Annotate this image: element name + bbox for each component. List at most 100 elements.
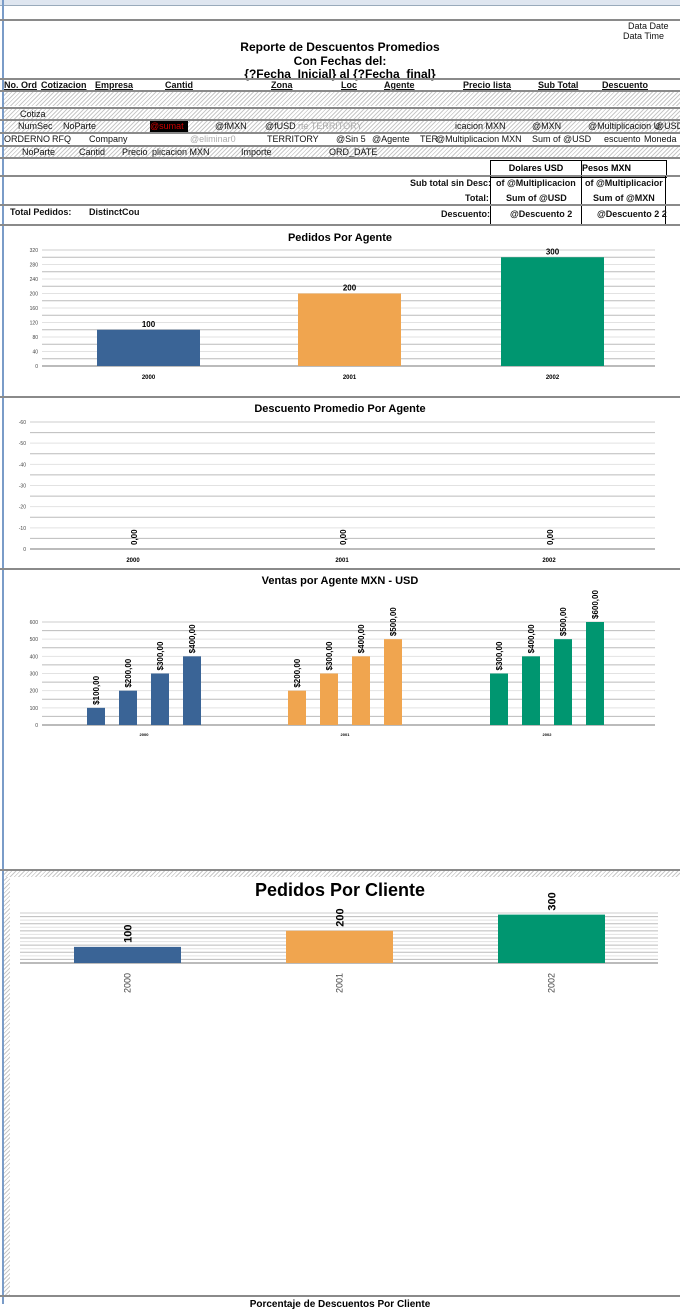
- report-field[interactable]: No. Ord: [4, 80, 37, 90]
- report-field[interactable]: icacion MXN: [455, 121, 506, 131]
- descuento-usd-field[interactable]: @Descuento 2: [510, 209, 573, 219]
- report-field[interactable]: ORD_DATE: [329, 147, 378, 157]
- report-field[interactable]: Sub Total: [538, 80, 579, 90]
- total-pedidos-label[interactable]: Total Pedidos:: [10, 207, 72, 217]
- report-field[interactable]: TERRITORY: [267, 134, 319, 144]
- report-field[interactable]: @Multiplicacion U: [588, 121, 661, 131]
- descuento-label[interactable]: Descuento:: [441, 209, 491, 219]
- report-field[interactable]: RFQ: [52, 134, 71, 144]
- section-divider: [0, 132, 680, 134]
- report-field[interactable]: ORDERNO: [4, 134, 51, 144]
- report-field[interactable]: NumSec: [18, 121, 53, 131]
- report-field[interactable]: escuento: [604, 134, 641, 144]
- report-field[interactable]: @fUSD: [265, 121, 296, 131]
- section-divider: [0, 157, 680, 159]
- report-subtitle[interactable]: Con Fechas del:: [293, 54, 387, 68]
- subtotal-mxn-field[interactable]: of @Multiplicacior: [585, 178, 663, 188]
- section-divider: [0, 78, 680, 80]
- section-divider: [0, 19, 680, 21]
- data-label: 100: [123, 925, 135, 943]
- chart-ventas-por-agente[interactable]: Ventas por Agente MXN - USD 0 100 200 300 400…: [0, 570, 680, 868]
- subtotal-label[interactable]: Sub total sin Desc:: [410, 178, 492, 188]
- data-label: 200: [343, 284, 357, 293]
- mxn-column-header[interactable]: Pesos MXN: [581, 160, 667, 178]
- data-time-field[interactable]: Data Time: [623, 31, 665, 41]
- cotiza-field[interactable]: Cotiza: [20, 109, 46, 119]
- total-pedidos-field[interactable]: DistinctCou: [89, 207, 140, 217]
- y-tick-label: 280: [30, 263, 39, 269]
- box-line: [665, 176, 666, 224]
- descuento-mxn-field[interactable]: @Descuento 2 2: [597, 209, 667, 219]
- report-field[interactable]: Precio: [122, 147, 148, 157]
- section-divider: [0, 869, 680, 871]
- subtotal-usd-field[interactable]: of @Multiplicacion: [496, 178, 576, 188]
- y-tick-label: -60: [19, 420, 26, 426]
- report-field[interactable]: @MXN: [532, 121, 562, 131]
- category-label: 2000: [142, 375, 156, 381]
- report-field[interactable]: Loc: [341, 80, 358, 90]
- y-tick-label: -20: [19, 505, 26, 511]
- report-field[interactable]: @Multiplicacion MXN: [436, 134, 522, 144]
- report-field[interactable]: Precio lista: [463, 80, 512, 90]
- detail-section-1: [4, 121, 680, 132]
- report-field[interactable]: @fMXN: [215, 121, 247, 131]
- suppressed-section: [4, 871, 680, 877]
- data-date-field[interactable]: Data Date: [628, 21, 669, 31]
- report-field[interactable]: @eliminar0: [190, 134, 236, 144]
- report-field[interactable]: NoParte: [22, 147, 56, 157]
- report-field[interactable]: @Sin 5: [336, 134, 366, 144]
- y-tick-label: 240: [30, 277, 39, 283]
- report-field[interactable]: Company: [89, 134, 128, 144]
- report-field[interactable]: rte TERRITORY: [298, 121, 363, 131]
- chart-title: Ventas por Agente MXN - USD: [262, 575, 419, 587]
- y-tick-label: 400: [30, 654, 39, 660]
- data-label: 300: [547, 892, 559, 910]
- chart-pedidos-por-cliente[interactable]: Pedidos Por Cliente 100 2000 200 2001 300 2002: [0, 878, 680, 1294]
- report-field[interactable]: @Agente: [372, 134, 410, 144]
- category-label: 2002: [547, 973, 557, 993]
- bar: [286, 930, 393, 963]
- total-usd-field[interactable]: Sum of @USD: [506, 193, 567, 203]
- report-field[interactable]: Cotizacion: [41, 80, 87, 90]
- y-tick-label: 500: [30, 637, 39, 643]
- total-label[interactable]: Total:: [465, 193, 489, 203]
- y-tick-label: 160: [30, 306, 39, 312]
- bar: [183, 656, 201, 725]
- report-field[interactable]: Sum of @USD: [532, 134, 592, 144]
- report-field[interactable]: @USD: [655, 121, 680, 131]
- report-field[interactable]: Cantid: [79, 147, 106, 157]
- chart-title: Pedidos Por Agente: [288, 232, 392, 244]
- report-field[interactable]: Agente: [384, 80, 415, 90]
- chart-pedidos-por-agente[interactable]: Pedidos Por Agente 0 40 80 120 160 200 240 280 32…: [0, 226, 680, 396]
- data-label: 100: [142, 320, 156, 329]
- report-field[interactable]: NoParte: [63, 121, 97, 131]
- report-field[interactable]: Empresa: [95, 80, 134, 90]
- total-mxn-field[interactable]: Sum of @MXN: [593, 193, 655, 203]
- section-divider: [0, 175, 680, 177]
- ruler: [0, 0, 680, 6]
- report-field[interactable]: plicacion MXN: [152, 147, 210, 157]
- data-label: 200: [335, 908, 347, 926]
- date-range-parameter[interactable]: {?Fecha_Inicial} al {?Fecha_final}: [244, 67, 436, 81]
- report-field[interactable]: Importe: [241, 147, 272, 157]
- detail-section-3: [4, 147, 680, 157]
- report-field[interactable]: Zona: [271, 80, 293, 90]
- report-field[interactable]: Descuento: [602, 80, 649, 90]
- y-tick-label: 80: [32, 335, 38, 341]
- report-field[interactable]: Moneda: [644, 134, 677, 144]
- data-label: $500,00: [389, 607, 398, 636]
- y-tick-label: 200: [30, 292, 39, 298]
- report-field[interactable]: TER: [420, 134, 438, 144]
- data-label: $100,00: [92, 675, 101, 704]
- chart-descuento-promedio[interactable]: Descuento Promedio Por Agente 0 -10 -20 -30 -…: [0, 398, 680, 568]
- left-margin-guide: [2, 0, 4, 1304]
- suppressed-section: [4, 92, 680, 106]
- data-label: $400,00: [188, 624, 197, 653]
- report-field[interactable]: @sumat: [150, 121, 188, 132]
- report-title[interactable]: Reporte de Descuentos Promedios: [240, 40, 440, 54]
- section-divider: [0, 568, 680, 570]
- bottom-chart-title[interactable]: Porcentaje de Descuentos Por Cliente: [249, 1299, 431, 1310]
- y-tick-label: 300: [30, 672, 39, 678]
- report-field[interactable]: Cantid: [165, 80, 193, 90]
- data-label: $300,00: [325, 641, 334, 670]
